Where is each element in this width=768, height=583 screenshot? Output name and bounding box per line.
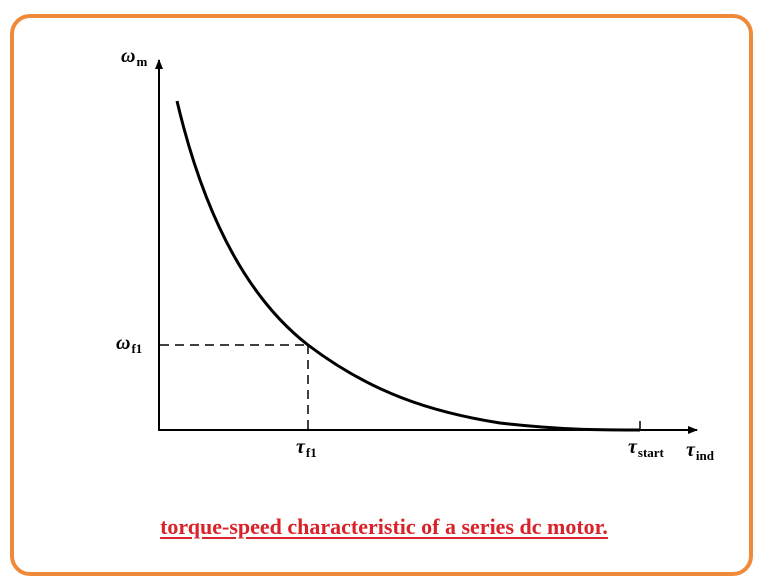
figure-caption: torque-speed characteristic of a series …	[0, 514, 768, 540]
orange-border-frame	[10, 14, 753, 576]
x-axis-label: τind	[686, 439, 714, 463]
y-axis-label: ωm	[121, 45, 148, 69]
torque-speed-curve	[175, 100, 641, 432]
tau-f1-label: τf1	[296, 436, 317, 460]
caption-text: torque-speed characteristic of a series …	[160, 514, 608, 539]
tau-start-label: τstart	[628, 436, 664, 460]
omega-f1-label: ωf1	[116, 332, 143, 356]
